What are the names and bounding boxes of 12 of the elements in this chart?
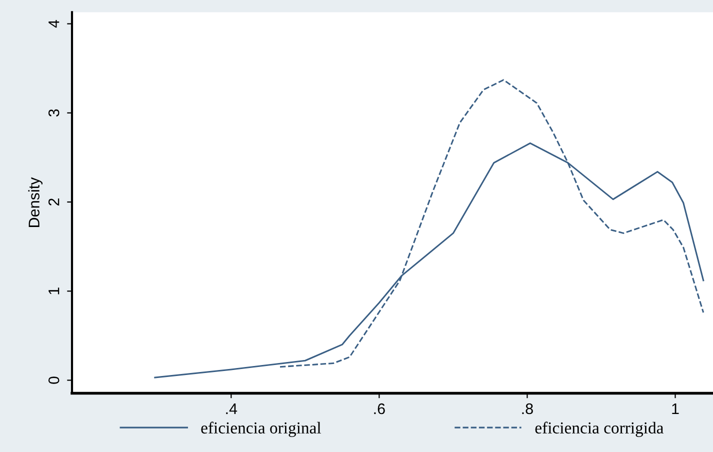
y-tick-label: 0 bbox=[48, 376, 60, 384]
y-tick-label: 4 bbox=[48, 20, 60, 28]
legend-label: eficiencia original bbox=[201, 422, 321, 437]
y-tick-label: 2 bbox=[48, 198, 60, 206]
y-tick-label: 3 bbox=[48, 109, 60, 117]
x-tick-label: 1 bbox=[672, 404, 679, 414]
x-tick-label: .6 bbox=[374, 403, 385, 414]
x-tick-label: .8 bbox=[522, 403, 533, 414]
x-tick-label: .4 bbox=[226, 404, 238, 414]
y-axis-title: Density bbox=[28, 177, 42, 227]
legend-label: eficiencia corrigida bbox=[535, 422, 664, 437]
y-tick-label: 1 bbox=[48, 288, 60, 294]
